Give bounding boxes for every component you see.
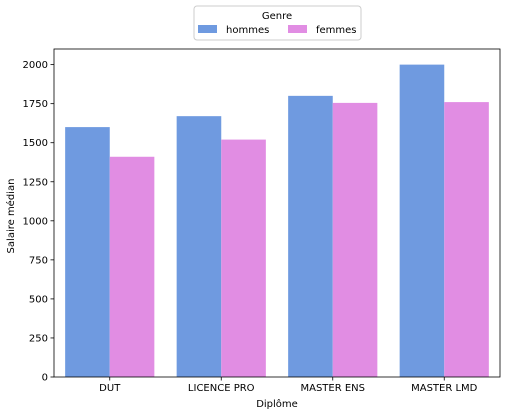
legend-title: Genre xyxy=(262,11,292,22)
legend-swatch-femmes xyxy=(288,25,307,33)
y-tick-label: 1750 xyxy=(23,99,48,110)
y-tick-label: 1500 xyxy=(23,138,48,149)
legend: Genre hommes femmes xyxy=(193,5,362,41)
y-tick-label: 250 xyxy=(29,333,48,344)
legend-label-femmes: femmes xyxy=(316,25,357,36)
y-tick-label: 1000 xyxy=(23,216,48,227)
y-tick-label: 500 xyxy=(29,294,48,305)
y-tick-label: 750 xyxy=(29,255,48,266)
x-tick-label: LICENCE PRO xyxy=(188,383,255,394)
legend-frame xyxy=(193,5,362,41)
bar-hommes-master-lmd xyxy=(399,64,445,378)
bar-hommes-master-ens xyxy=(288,95,333,378)
bar-femmes-dut xyxy=(109,156,155,377)
x-axis: DUT LICENCE PRO MASTER ENS MASTER LMD xyxy=(99,377,478,394)
legend-swatch-hommes xyxy=(198,25,217,33)
y-tick-label: 0 xyxy=(42,373,48,384)
plot-frame xyxy=(53,48,501,378)
bar-femmes-master-lmd xyxy=(444,102,489,377)
y-tick-label: 2000 xyxy=(23,60,48,71)
plot-area xyxy=(53,48,501,378)
bar-hommes-licence-pro xyxy=(176,116,222,377)
x-axis-label: Diplôme xyxy=(256,398,298,410)
bar-hommes-dut xyxy=(65,127,110,377)
bar-femmes-master-ens xyxy=(332,102,378,377)
y-axis: 0 250 500 750 1000 1250 1500 1750 2000 xyxy=(23,60,54,384)
x-tick-label: DUT xyxy=(99,383,121,394)
bar-femmes-licence-pro xyxy=(221,139,266,377)
x-tick-label: MASTER LMD xyxy=(411,383,478,394)
y-tick-label: 1250 xyxy=(23,177,48,188)
x-tick-label: MASTER ENS xyxy=(300,383,365,394)
y-axis-label: Salaire médian xyxy=(5,179,17,254)
legend-label-hommes: hommes xyxy=(226,25,269,36)
